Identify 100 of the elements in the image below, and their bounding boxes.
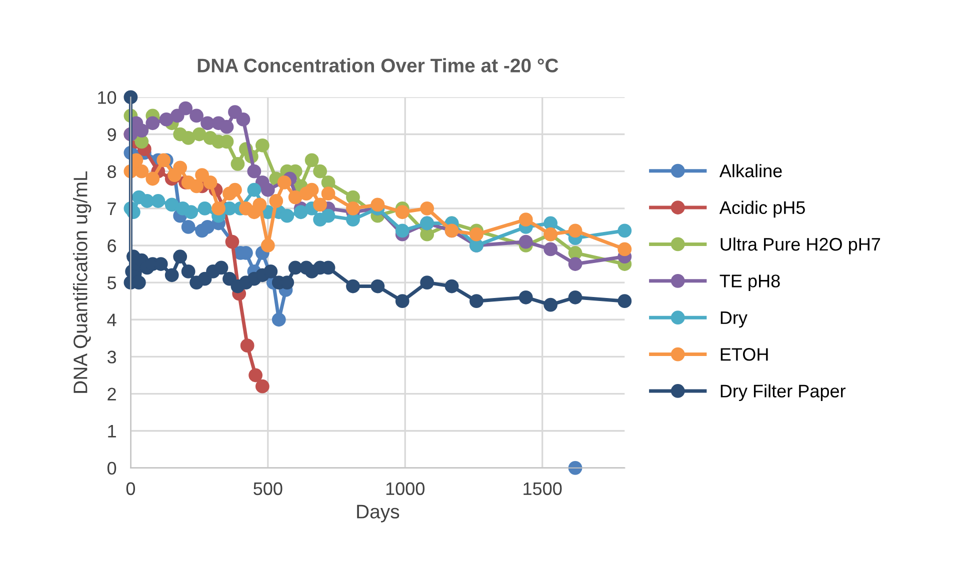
point xyxy=(568,257,582,271)
x-axis-title: Days xyxy=(357,504,400,522)
point xyxy=(518,234,533,249)
point xyxy=(321,186,336,201)
point xyxy=(470,294,484,308)
point xyxy=(420,227,434,242)
point xyxy=(304,182,319,197)
point xyxy=(544,216,558,230)
legend-label: TE pH8 xyxy=(720,274,780,291)
point xyxy=(124,90,138,104)
point xyxy=(156,153,171,168)
point xyxy=(198,201,212,216)
y-tick-label: 0 xyxy=(107,462,116,475)
point xyxy=(200,220,214,234)
point xyxy=(518,212,533,226)
point xyxy=(220,120,234,134)
x-tick-label: 500 xyxy=(254,482,282,496)
point xyxy=(544,298,558,312)
point xyxy=(240,338,254,353)
y-tick-label: 7 xyxy=(108,202,116,215)
x-tick-label: 0 xyxy=(126,482,136,496)
point xyxy=(198,272,212,286)
point xyxy=(164,268,179,282)
y-tick-label: 4 xyxy=(107,314,116,326)
point xyxy=(264,264,278,278)
legend-label: Dry Filter Paper xyxy=(720,384,846,402)
point xyxy=(313,164,327,178)
chart-title: DNA Concentration Over Time at -20 °C xyxy=(198,58,558,72)
point xyxy=(280,208,294,223)
legend-label: ETOH xyxy=(720,348,768,361)
point xyxy=(170,108,184,123)
point xyxy=(225,234,240,249)
point xyxy=(346,279,360,294)
point xyxy=(134,124,149,138)
point xyxy=(228,105,242,119)
point xyxy=(568,246,582,260)
point xyxy=(181,220,196,234)
legend-label: Dry xyxy=(720,312,748,328)
point xyxy=(313,198,327,212)
point xyxy=(255,379,270,394)
point xyxy=(568,290,582,304)
point xyxy=(277,176,292,190)
point xyxy=(618,224,632,238)
legend-label: Ultra Pure H2O pH7 xyxy=(720,237,880,254)
point xyxy=(247,164,262,178)
point xyxy=(230,156,245,171)
point xyxy=(212,201,226,216)
point xyxy=(321,176,336,190)
point xyxy=(140,194,154,208)
point xyxy=(269,194,284,208)
point xyxy=(568,224,582,238)
y-tick-label: 3 xyxy=(107,350,116,364)
point xyxy=(181,131,196,145)
x-tick-label: 1500 xyxy=(524,482,562,496)
point xyxy=(346,201,360,216)
point xyxy=(164,198,179,212)
y-tick-label: 1 xyxy=(108,424,116,438)
point xyxy=(151,194,166,208)
legend-label: Alkaline xyxy=(719,164,782,178)
point xyxy=(184,205,198,220)
point xyxy=(420,201,434,216)
point xyxy=(544,242,558,256)
point xyxy=(178,101,193,116)
point xyxy=(321,208,336,223)
point xyxy=(252,198,267,212)
point xyxy=(248,368,262,382)
point xyxy=(203,176,218,190)
point xyxy=(192,127,206,142)
point xyxy=(395,205,410,220)
point xyxy=(190,179,204,194)
point xyxy=(518,290,533,304)
point xyxy=(346,190,360,204)
point xyxy=(395,224,410,238)
point xyxy=(181,264,196,278)
legend-label: Acidic pH5 xyxy=(719,200,805,218)
point xyxy=(228,182,242,197)
point xyxy=(288,190,302,204)
point xyxy=(272,312,286,327)
point xyxy=(618,294,632,308)
point xyxy=(260,238,275,252)
point xyxy=(173,250,188,264)
point xyxy=(146,116,160,130)
point xyxy=(395,294,410,308)
point xyxy=(214,260,228,275)
point xyxy=(260,182,275,197)
x-tick-label: 1000 xyxy=(386,482,424,496)
y-axis-title: DNA Quantification ug/mL xyxy=(73,171,92,393)
point xyxy=(304,153,319,168)
point xyxy=(222,272,236,286)
point xyxy=(618,242,632,256)
point xyxy=(370,198,385,212)
point xyxy=(159,112,174,126)
y-tick-label: 2 xyxy=(108,388,116,400)
y-tick-label: 8 xyxy=(108,165,116,178)
point xyxy=(255,138,270,152)
point xyxy=(146,172,160,186)
point xyxy=(470,227,484,242)
point xyxy=(134,164,149,178)
y-tick-label: 10 xyxy=(98,91,116,104)
point xyxy=(190,108,204,123)
